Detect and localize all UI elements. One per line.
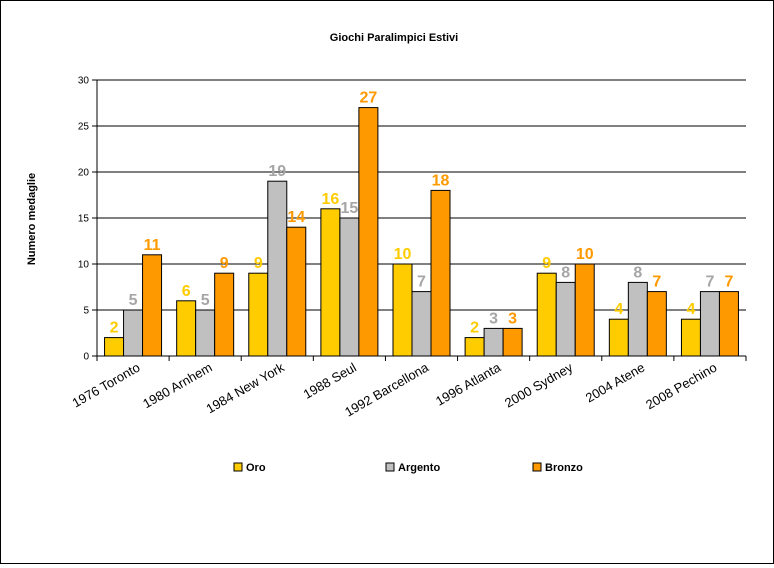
y-tick-label: 20 — [78, 168, 90, 179]
data-label-oro: 9 — [254, 255, 263, 272]
data-label-bronzo: 9 — [220, 255, 229, 272]
legend: Oro Argento Bronzo — [233, 462, 583, 474]
y-axis-label: Numero medaglie — [26, 173, 38, 265]
legend-swatch-bronzo — [532, 462, 542, 472]
data-label-argento: 15 — [340, 200, 358, 217]
bar-argento — [699, 291, 720, 357]
bar-oro — [536, 272, 557, 357]
legend-label-argento: Argento — [398, 462, 440, 474]
data-label-argento: 5 — [129, 292, 138, 309]
data-label-oro: 4 — [686, 301, 695, 318]
y-tick-label: 15 — [78, 214, 90, 225]
y-tick-label: 0 — [83, 352, 89, 363]
data-label-argento: 8 — [633, 264, 642, 281]
bar-bronzo — [646, 291, 667, 357]
bar-oro — [248, 272, 269, 357]
bar-bronzo — [286, 226, 307, 357]
bar-argento — [411, 291, 432, 357]
legend-swatch-argento — [385, 462, 395, 472]
bar-oro — [464, 337, 485, 357]
data-label-oro: 9 — [542, 255, 551, 272]
x-tick-label: 2008 Pechino — [643, 360, 719, 413]
data-label-bronzo: 18 — [432, 172, 450, 189]
bar-bronzo — [142, 254, 163, 357]
chart-title: Giochi Paralimpici Estivi — [330, 32, 458, 44]
data-label-oro: 2 — [470, 320, 479, 337]
x-tick-label: 1976 Toronto — [70, 360, 143, 411]
x-tick-label: 2004 Atene — [583, 360, 647, 406]
bar-argento — [267, 180, 288, 357]
bar-bronzo — [574, 263, 595, 357]
data-label-bronzo: 7 — [724, 274, 733, 291]
y-tick-label: 10 — [78, 260, 90, 271]
bar-oro — [176, 300, 197, 357]
bar-argento — [123, 309, 144, 357]
bar-argento — [627, 281, 648, 357]
y-axis-ticks: 0 5 10 15 20 25 30 — [78, 76, 97, 363]
data-label-bronzo: 11 — [144, 237, 161, 254]
data-label-oro: 4 — [614, 301, 623, 318]
x-tick-label: 1996 Atlanta — [433, 359, 504, 409]
data-label-oro: 2 — [110, 320, 119, 337]
bar-argento — [555, 281, 576, 357]
bar-oro — [320, 208, 341, 357]
data-label-argento: 19 — [268, 163, 286, 180]
legend-label-bronzo: Bronzo — [545, 462, 583, 474]
bar-oro — [608, 318, 629, 357]
bar-oro — [104, 337, 125, 357]
legend-swatch-oro — [233, 462, 243, 472]
data-label-oro: 10 — [394, 246, 412, 263]
bar-bronzo — [358, 107, 379, 357]
bar-bronzo — [502, 327, 523, 357]
bar-argento — [483, 327, 504, 357]
y-tick-label: 30 — [78, 76, 90, 87]
bar-oro — [392, 263, 413, 357]
bar-bronzo — [430, 189, 451, 357]
data-label-bronzo: 3 — [508, 310, 517, 327]
data-label-bronzo: 14 — [287, 209, 305, 226]
y-tick-label: 5 — [83, 306, 89, 317]
data-label-bronzo: 7 — [652, 274, 661, 291]
data-label-argento: 8 — [561, 264, 570, 281]
legend-label-oro: Oro — [246, 462, 266, 474]
data-label-argento: 7 — [417, 274, 426, 291]
data-label-bronzo: 10 — [576, 246, 594, 263]
data-label-argento: 7 — [705, 274, 714, 291]
x-tick-label: 2000 Sydney — [502, 359, 576, 410]
data-label-oro: 16 — [321, 191, 339, 208]
data-label-argento: 5 — [201, 292, 210, 309]
bars — [104, 107, 739, 357]
data-label-oro: 6 — [182, 283, 191, 300]
data-label-bronzo: 27 — [359, 90, 377, 107]
bar-bronzo — [718, 291, 739, 357]
bar-bronzo — [214, 272, 235, 357]
bar-argento — [195, 309, 216, 357]
bar-oro — [680, 318, 701, 357]
x-tick-label: 1988 Seul — [301, 360, 359, 402]
y-tick-label: 25 — [78, 122, 90, 133]
x-tick-label: 1984 New York — [204, 359, 288, 416]
data-label-argento: 3 — [489, 310, 498, 327]
bar-argento — [339, 217, 360, 357]
